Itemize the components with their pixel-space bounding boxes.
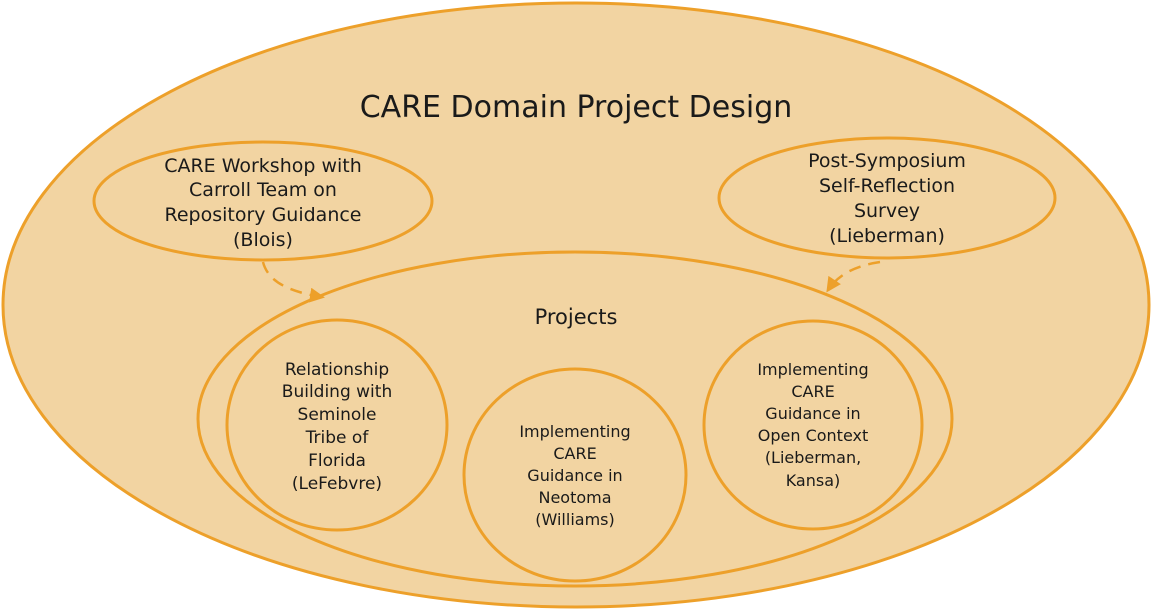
neotoma-project-circle bbox=[462, 367, 688, 583]
seminole-line-2: Building with bbox=[282, 382, 392, 402]
projects-label: Projects bbox=[535, 305, 618, 329]
neotoma-line-3: Guidance in bbox=[527, 466, 622, 485]
open-context-label: Implementing CARE Guidance in Open Conte… bbox=[757, 360, 868, 490]
open-context-line-1: Implementing bbox=[757, 360, 868, 379]
seminole-line-3: Seminole bbox=[298, 405, 377, 425]
seminole-line-4: Tribe of bbox=[305, 428, 370, 448]
neotoma-line-4: Neotoma bbox=[538, 488, 611, 507]
workshop-line-2: Carroll Team on bbox=[189, 179, 337, 201]
open-context-line-6: Kansa) bbox=[786, 471, 841, 490]
seminole-project-circle bbox=[225, 318, 449, 532]
workshop-line-4: (Blois) bbox=[233, 229, 293, 251]
seminole-line-5: Florida bbox=[308, 451, 366, 471]
neotoma-line-2: CARE bbox=[553, 444, 596, 463]
survey-to-projects-arrow bbox=[826, 260, 881, 293]
workshop-label: CARE Workshop with Carroll Team on Repos… bbox=[164, 155, 362, 251]
neotoma-line-1: Implementing bbox=[519, 422, 630, 441]
seminole-line-6: (LeFebvre) bbox=[292, 474, 382, 494]
neotoma-label: Implementing CARE Guidance in Neotoma (W… bbox=[519, 422, 630, 529]
seminole-label: Relationship Building with Seminole Trib… bbox=[282, 360, 392, 494]
diagram-title: CARE Domain Project Design bbox=[360, 90, 793, 125]
survey-line-3: Survey bbox=[854, 200, 920, 222]
neotoma-line-5: (Williams) bbox=[535, 510, 614, 529]
seminole-line-1: Relationship bbox=[285, 360, 389, 380]
survey-line-2: Self-Reflection bbox=[819, 175, 955, 197]
open-context-line-2: CARE bbox=[791, 382, 834, 401]
open-context-line-3: Guidance in bbox=[765, 404, 860, 423]
workshop-line-1: CARE Workshop with bbox=[164, 155, 362, 177]
open-context-line-5: (Lieberman, bbox=[765, 448, 861, 467]
open-context-project-circle bbox=[702, 319, 924, 531]
workshop-to-projects-arrow bbox=[261, 261, 325, 303]
survey-line-1: Post-Symposium bbox=[808, 150, 966, 172]
open-context-line-4: Open Context bbox=[758, 426, 869, 445]
survey-ellipse bbox=[717, 136, 1057, 260]
survey-line-4: (Lieberman) bbox=[829, 225, 945, 247]
workshop-ellipse bbox=[92, 140, 434, 262]
survey-label: Post-Symposium Self-Reflection Survey (L… bbox=[808, 150, 966, 247]
workshop-line-3: Repository Guidance bbox=[165, 204, 362, 226]
